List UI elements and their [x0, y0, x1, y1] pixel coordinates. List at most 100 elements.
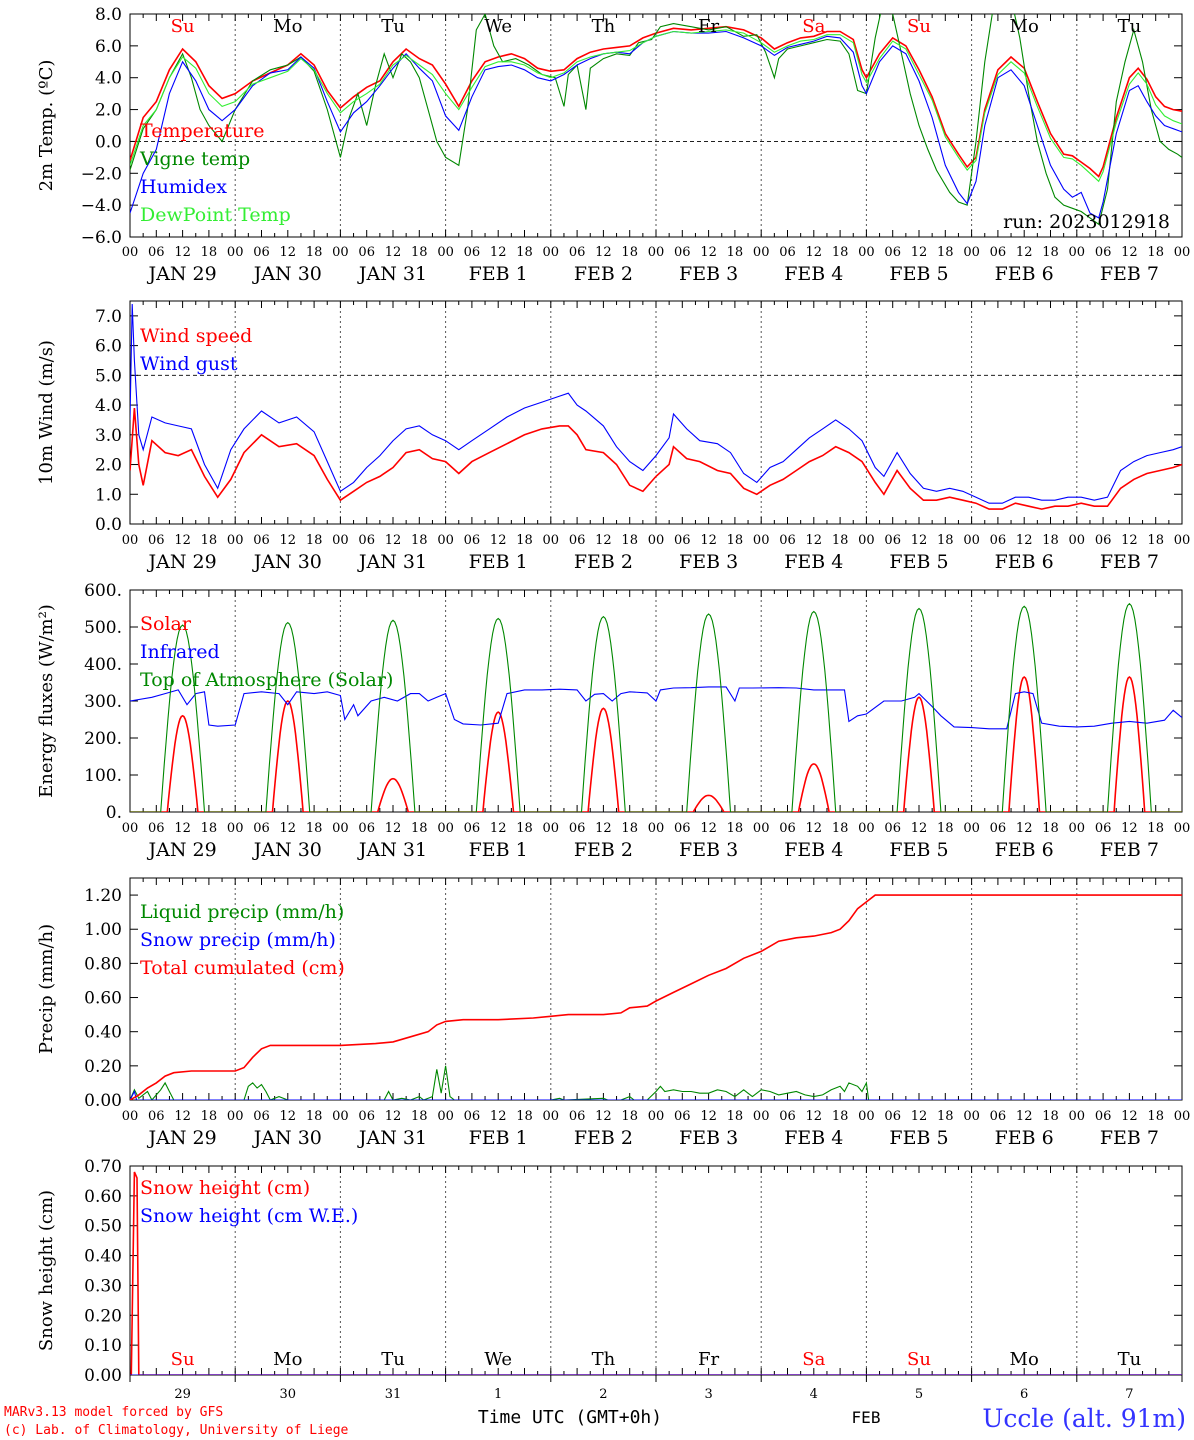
legend-entry: Solar: [140, 613, 192, 635]
day-label: JAN 31: [357, 1127, 427, 1149]
hour-tick-label: 00: [1069, 821, 1086, 836]
date-label: 2: [599, 1387, 607, 1402]
hour-tick-label: 12: [490, 245, 507, 260]
hour-tick-label: 12: [911, 245, 928, 260]
hour-tick-label: 18: [1042, 1109, 1059, 1124]
hour-tick-label: 12: [806, 533, 823, 548]
hour-tick-label: 00: [332, 1109, 349, 1124]
hour-tick-label: 18: [621, 533, 638, 548]
legend-entry: Snow height (cm W.E.): [140, 1205, 358, 1227]
date-label: 1: [494, 1387, 502, 1402]
date-label: 30: [280, 1387, 297, 1402]
hour-tick-label: 18: [832, 821, 849, 836]
hour-tick-label: 18: [516, 821, 533, 836]
hour-tick-label: 06: [358, 533, 375, 548]
day-label: FEB 5: [889, 1127, 948, 1149]
weekday-label: Sa: [802, 1349, 825, 1370]
hour-tick-label: 06: [569, 821, 586, 836]
hour-tick-label: 00: [543, 1109, 560, 1124]
hour-tick-label: 06: [990, 533, 1007, 548]
panel-3: 600. 500. 400. 300. 200. 100. 0. Energy fluxes …: [36, 581, 1190, 861]
hour-tick-label: 18: [201, 533, 218, 548]
hour-tick-label: 06: [779, 533, 796, 548]
hour-tick-label: 18: [937, 821, 954, 836]
hour-tick-label: 06: [148, 821, 165, 836]
hour-tick-label: 06: [1095, 245, 1112, 260]
hour-tick-label: 12: [806, 245, 823, 260]
day-label: JAN 29: [147, 839, 217, 861]
y-tick-label: 0.20: [84, 1306, 122, 1326]
hour-tick-label: 12: [174, 821, 191, 836]
y-tick-label: 7.0: [95, 307, 122, 327]
hour-tick-label: 12: [911, 821, 928, 836]
hour-tick-label: 12: [174, 245, 191, 260]
hour-tick-label: 06: [253, 821, 270, 836]
legend-entry: Top of Atmosphere (Solar): [140, 669, 393, 691]
hour-tick-label: 12: [280, 1109, 297, 1124]
legend-entry: Humidex: [140, 176, 227, 198]
hour-tick-label: 18: [727, 245, 744, 260]
hour-tick-label: 12: [700, 245, 717, 260]
hour-tick-label: 18: [1147, 533, 1164, 548]
hour-tick-label: 18: [306, 245, 323, 260]
y-tick-label: 6.0: [95, 37, 122, 57]
hour-tick-label: 00: [332, 245, 349, 260]
hour-tick-label: 18: [937, 533, 954, 548]
weekday-label: Tu: [381, 16, 405, 37]
time-axis-label: Time UTC (GMT+0h): [478, 1407, 662, 1428]
hour-tick-label: 06: [779, 245, 796, 260]
day-label: FEB 6: [995, 551, 1054, 573]
y-tick-label: 600.: [84, 581, 122, 601]
day-label: FEB 7: [1100, 263, 1159, 285]
hour-tick-label: 18: [201, 245, 218, 260]
day-label: FEB 7: [1100, 839, 1159, 861]
legend-entry: Vigne temp: [139, 148, 250, 170]
legend-entry: Temperature: [140, 120, 264, 142]
hour-tick-label: 00: [437, 533, 454, 548]
legend-entry: Snow height (cm): [140, 1177, 310, 1199]
hour-tick-label: 06: [674, 245, 691, 260]
y-tick-label: 100.: [84, 766, 122, 786]
hour-tick-label: 12: [1121, 245, 1138, 260]
hour-tick-label: 06: [884, 245, 901, 260]
day-label: JAN 29: [147, 263, 217, 285]
weekday-label: Fr: [698, 1349, 719, 1370]
hour-tick-label: 00: [753, 821, 770, 836]
hour-tick-label: 12: [1016, 1109, 1033, 1124]
y-tick-label: 1.20: [84, 886, 122, 906]
hour-tick-label: 06: [1095, 1109, 1112, 1124]
hour-tick-label: 06: [990, 245, 1007, 260]
hour-tick-label: 06: [884, 821, 901, 836]
legend-entry: Snow precip (mm/h): [140, 929, 336, 951]
hour-tick-label: 00: [332, 821, 349, 836]
hour-tick-label: 12: [490, 533, 507, 548]
y-tick-label: −6.0: [81, 228, 122, 248]
hour-tick-label: 18: [411, 533, 428, 548]
weekday-label: Th: [592, 1349, 616, 1370]
y-tick-label: 8.0: [95, 5, 122, 25]
hour-tick-label: 00: [437, 1109, 454, 1124]
hour-tick-label: 12: [806, 1109, 823, 1124]
hour-tick-label: 18: [621, 821, 638, 836]
series-group: [130, 303, 1182, 510]
hour-tick-label: 00: [648, 245, 665, 260]
hour-tick-label: 18: [1042, 533, 1059, 548]
hour-tick-label: 18: [1042, 245, 1059, 260]
hour-tick-label: 00: [648, 533, 665, 548]
legend-entry: Wind gust: [140, 353, 238, 375]
hour-tick-label: 12: [1016, 821, 1033, 836]
date-label: 7: [1125, 1387, 1133, 1402]
day-label: FEB 5: [889, 263, 948, 285]
series-line: [130, 894, 1182, 1100]
hour-tick-label: 12: [1121, 1109, 1138, 1124]
hour-tick-label: 06: [148, 1109, 165, 1124]
legend-entry: Total cumulated (cm): [140, 957, 345, 979]
hour-tick-label: 00: [543, 533, 560, 548]
day-label: FEB 1: [469, 551, 528, 573]
hour-tick-label: 12: [595, 245, 612, 260]
hour-tick-label: 06: [358, 1109, 375, 1124]
day-label: FEB 2: [574, 263, 633, 285]
day-label: JAN 30: [252, 839, 322, 861]
hour-tick-label: 06: [464, 533, 481, 548]
